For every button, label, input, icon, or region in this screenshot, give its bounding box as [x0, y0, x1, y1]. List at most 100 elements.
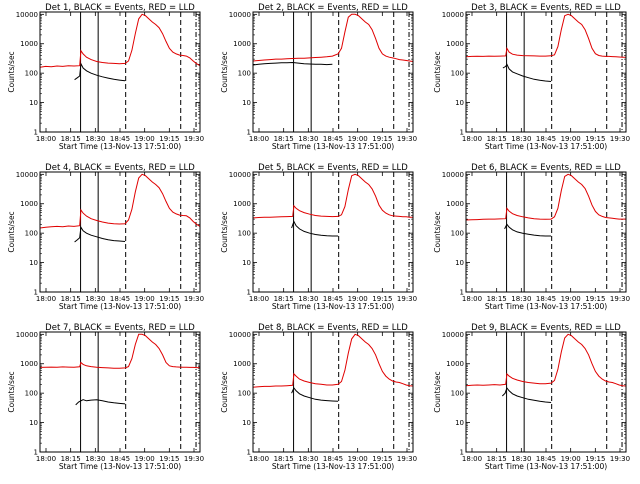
plot-frame: [39, 11, 201, 133]
series-line-lld: [40, 173, 200, 229]
x-tick-label: 18:00: [249, 455, 269, 463]
series-line-events: [74, 225, 126, 243]
y-tick-label: 10000: [442, 171, 464, 179]
y-tick-label: 1000: [233, 360, 251, 368]
x-tick-label: 18:45: [536, 455, 556, 463]
x-axis-label: Start Time (13-Nov-13 17:51:00): [272, 142, 394, 151]
x-tick-label: 18:15: [274, 455, 294, 463]
panel-det-3: Det 3, BLACK = Events, RED = LLD 1 10 100 10…: [433, 3, 630, 151]
y-tick-label: 100: [25, 390, 38, 398]
series-line-lld: [466, 13, 626, 58]
x-tick-label: 18:30: [511, 295, 531, 303]
x-tick-label: 18:45: [323, 295, 343, 303]
x-tick-label: 19:15: [159, 295, 179, 303]
x-tick-label: 18:00: [249, 295, 269, 303]
x-tick-label: 19:30: [184, 135, 204, 143]
y-tick-label: 1000: [20, 40, 38, 48]
plot-title: Det 5, BLACK = Events, RED = LLD: [258, 163, 408, 173]
series-line-lld: [253, 333, 413, 388]
x-tick-label: 19:15: [585, 295, 605, 303]
series-line-lld: [40, 333, 200, 369]
y-tick-label: 10: [455, 419, 464, 427]
x-tick-label: 19:30: [397, 135, 417, 143]
y-tick-label: 1000: [20, 360, 38, 368]
x-tick-label: 18:30: [298, 135, 318, 143]
y-tick-label: 1000: [233, 200, 251, 208]
x-tick-label: 18:00: [462, 135, 482, 143]
x-axis-label: Start Time (13-Nov-13 17:51:00): [485, 462, 607, 471]
x-tick-label: 18:30: [85, 295, 105, 303]
y-axis-label: Counts/sec: [433, 211, 442, 252]
x-tick-label: 18:30: [511, 455, 531, 463]
x-tick-label: 18:30: [85, 135, 105, 143]
y-tick-label: 1000: [446, 200, 464, 208]
x-tick-label: 18:45: [536, 135, 556, 143]
y-tick-label: 10: [242, 99, 251, 107]
plot-title: Det 6, BLACK = Events, RED = LLD: [471, 163, 621, 173]
plot-title: Det 7, BLACK = Events, RED = LLD: [45, 323, 195, 333]
x-tick-label: 19:30: [397, 295, 417, 303]
plot-frame: [39, 171, 201, 293]
y-tick-label: 100: [451, 390, 464, 398]
y-tick-label: 10: [29, 419, 38, 427]
x-tick-label: 18:15: [274, 295, 294, 303]
x-tick-label: 18:15: [274, 135, 294, 143]
y-tick-label: 10: [455, 259, 464, 267]
y-tick-label: 10: [29, 99, 38, 107]
plot-frame: [465, 11, 627, 133]
plot-title: Det 4, BLACK = Events, RED = LLD: [45, 163, 195, 173]
x-axis-label: Start Time (13-Nov-13 17:51:00): [59, 302, 181, 311]
x-tick-label: 19:00: [135, 135, 155, 143]
panel-det-5: Det 5, BLACK = Events, RED = LLD 1 10 100 10…: [220, 163, 417, 311]
y-tick-label: 100: [25, 230, 38, 238]
y-tick-label: 100: [238, 70, 251, 78]
plot-frame: [465, 171, 627, 293]
series-line-events: [75, 399, 126, 406]
y-tick-label: 10000: [442, 331, 464, 339]
plot-title: Det 8, BLACK = Events, RED = LLD: [258, 323, 408, 333]
x-tick-label: 18:15: [487, 135, 507, 143]
panel-det-7: Det 7, BLACK = Events, RED = LLD 1 10 100 10…: [7, 323, 204, 471]
x-tick-label: 18:00: [462, 295, 482, 303]
y-tick-label: 10000: [16, 171, 38, 179]
series-line-events: [74, 61, 126, 82]
x-tick-label: 18:45: [323, 455, 343, 463]
y-tick-label: 10: [242, 259, 251, 267]
y-tick-label: 100: [451, 70, 464, 78]
x-tick-label: 18:15: [61, 295, 81, 303]
y-tick-label: 1: [34, 129, 38, 137]
y-tick-label: 100: [238, 230, 251, 238]
panel-det-1: Det 1, BLACK = Events, RED = LLD 1 10 100 10…: [7, 3, 204, 151]
y-tick-label: 10000: [229, 331, 251, 339]
x-tick-label: 18:00: [36, 295, 56, 303]
y-axis-label: Counts/sec: [7, 371, 16, 412]
x-tick-label: 18:30: [298, 295, 318, 303]
plot-title: Det 9, BLACK = Events, RED = LLD: [471, 323, 621, 333]
x-tick-label: 18:15: [61, 455, 81, 463]
x-tick-label: 18:15: [487, 455, 507, 463]
y-tick-label: 10000: [229, 171, 251, 179]
x-tick-label: 19:00: [135, 455, 155, 463]
series-line-lld: [253, 173, 413, 219]
x-tick-label: 18:45: [323, 135, 343, 143]
x-tick-label: 19:00: [135, 295, 155, 303]
y-tick-label: 10000: [442, 11, 464, 19]
x-axis-label: Start Time (13-Nov-13 17:51:00): [485, 302, 607, 311]
x-axis-label: Start Time (13-Nov-13 17:51:00): [485, 142, 607, 151]
series-line-events: [253, 61, 333, 66]
x-tick-label: 18:30: [85, 455, 105, 463]
x-tick-label: 19:15: [585, 135, 605, 143]
x-tick-label: 19:30: [610, 295, 630, 303]
x-tick-label: 19:00: [561, 295, 581, 303]
y-tick-label: 10: [455, 99, 464, 107]
y-tick-label: 1000: [20, 200, 38, 208]
y-tick-label: 1: [247, 129, 251, 137]
y-tick-label: 100: [238, 390, 251, 398]
plot-title: Det 1, BLACK = Events, RED = LLD: [45, 3, 195, 13]
x-tick-label: 19:15: [159, 455, 179, 463]
y-tick-label: 1: [460, 449, 464, 457]
x-tick-label: 19:15: [372, 295, 392, 303]
series-line-lld: [253, 13, 413, 62]
